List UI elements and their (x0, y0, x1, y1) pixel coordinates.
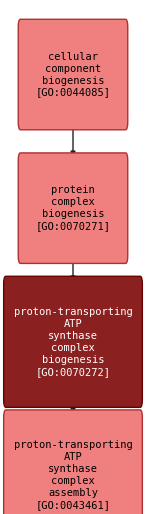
Text: proton-transporting
ATP
synthase
complex
assembly
[GO:0043461]: proton-transporting ATP synthase complex… (14, 440, 132, 510)
FancyBboxPatch shape (18, 20, 128, 130)
Text: cellular
component
biogenesis
[GO:0044085]: cellular component biogenesis [GO:004408… (35, 51, 111, 98)
Text: proton-transporting
ATP
synthase
complex
biogenesis
[GO:0070272]: proton-transporting ATP synthase complex… (14, 307, 132, 377)
Text: protein
complex
biogenesis
[GO:0070271]: protein complex biogenesis [GO:0070271] (35, 185, 111, 231)
FancyBboxPatch shape (4, 410, 142, 514)
FancyBboxPatch shape (18, 153, 128, 264)
FancyBboxPatch shape (4, 276, 142, 407)
